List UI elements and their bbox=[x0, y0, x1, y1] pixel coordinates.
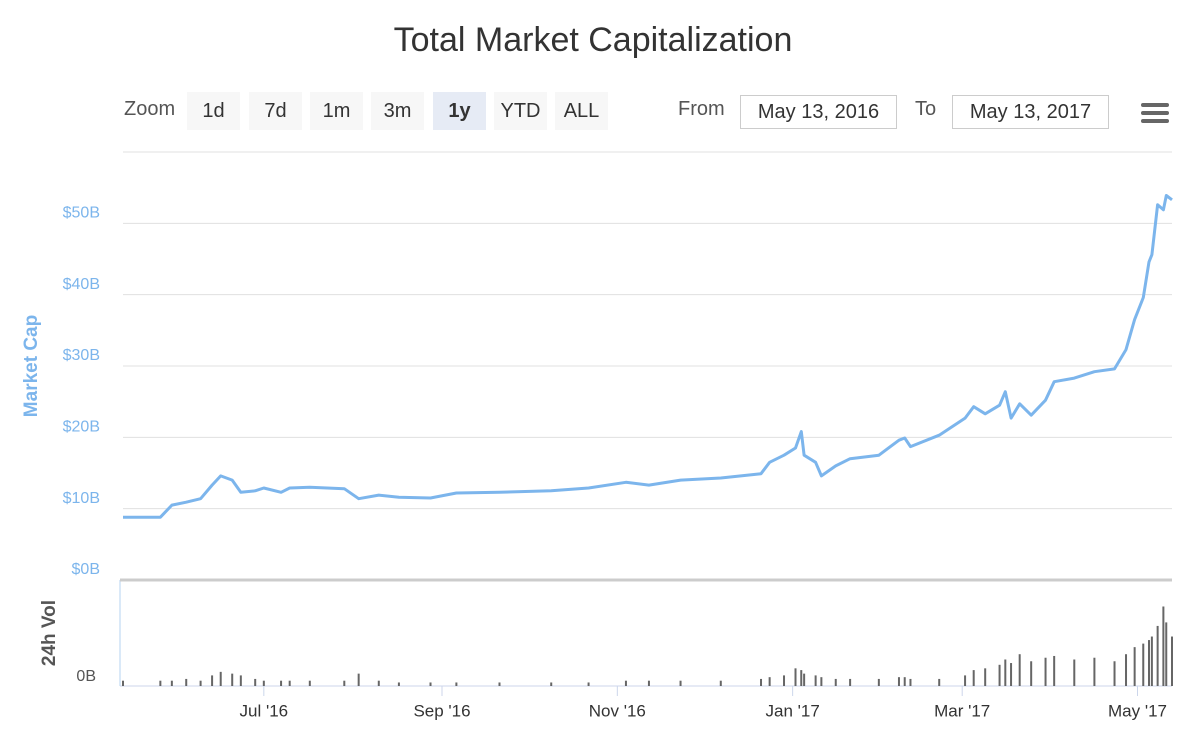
from-label: From bbox=[678, 98, 725, 120]
menu-button[interactable] bbox=[1141, 103, 1169, 125]
volume-bar bbox=[308, 680, 311, 686]
volume-bar bbox=[498, 682, 501, 686]
volume-bar bbox=[254, 678, 257, 686]
volume-bar bbox=[998, 664, 1001, 686]
volume-axis-label: 24h Vol bbox=[39, 600, 60, 666]
volume-bar bbox=[1018, 654, 1021, 686]
volume-bar bbox=[288, 680, 291, 686]
volume-bar bbox=[719, 680, 722, 686]
volume-bar bbox=[1044, 657, 1047, 686]
y-tick-label: $30B bbox=[63, 347, 100, 364]
volume-bar bbox=[159, 680, 162, 686]
volume-bar bbox=[679, 680, 682, 686]
y-tick-label: $20B bbox=[63, 419, 100, 436]
volume-bar bbox=[877, 678, 880, 686]
volume-bar bbox=[972, 670, 975, 686]
volume-bar bbox=[849, 678, 852, 686]
chart-title: Total Market Capitalization bbox=[394, 21, 793, 59]
volume-bar bbox=[1142, 643, 1145, 686]
zoom-button[interactable]: 1y bbox=[433, 92, 486, 130]
to-label: To bbox=[915, 98, 937, 120]
zoom-button[interactable]: 3m bbox=[371, 92, 424, 130]
volume-bar bbox=[1156, 625, 1159, 686]
volume-bar bbox=[550, 682, 553, 686]
volume-bar bbox=[1125, 654, 1128, 686]
volume-bar bbox=[199, 680, 202, 686]
x-tick-label: Nov '16 bbox=[589, 701, 646, 720]
to-input[interactable]: May 13, 2017 bbox=[952, 95, 1109, 129]
volume-bar bbox=[1030, 661, 1033, 686]
line bbox=[123, 194, 1173, 519]
x-tick-label: Mar '17 bbox=[934, 701, 990, 720]
volume-bar bbox=[820, 677, 823, 686]
volume-bar bbox=[1093, 657, 1096, 686]
volume-bar bbox=[231, 673, 234, 686]
volume-bar bbox=[903, 677, 906, 686]
volume-bar bbox=[897, 677, 900, 686]
volume-bar bbox=[343, 680, 346, 686]
volume-bar bbox=[834, 678, 837, 686]
y-tick-label: $0B bbox=[72, 561, 100, 578]
from-input[interactable]: May 13, 2016 bbox=[740, 95, 897, 129]
volume-bar bbox=[211, 675, 214, 686]
volume-bar bbox=[803, 673, 806, 686]
volume-bar bbox=[239, 675, 242, 686]
volume-bar bbox=[1053, 655, 1056, 686]
volume-bar bbox=[814, 675, 817, 686]
volume-bar bbox=[1004, 659, 1007, 686]
volume-bar bbox=[219, 671, 222, 686]
volume-bar bbox=[1010, 663, 1013, 686]
volume-bar bbox=[170, 680, 173, 686]
volume-bar bbox=[1162, 606, 1165, 686]
y-tick-label: $10B bbox=[63, 490, 100, 507]
volume-bar bbox=[1073, 659, 1076, 686]
volume-bar bbox=[783, 675, 786, 686]
volume-bar bbox=[455, 682, 458, 686]
zoom-button[interactable]: ALL bbox=[555, 92, 608, 130]
volume-bar bbox=[1133, 647, 1136, 686]
volume-bar bbox=[647, 680, 650, 686]
x-tick-label: Jul '16 bbox=[240, 701, 289, 720]
volume-bar bbox=[909, 678, 912, 686]
y-axis-label: Market Cap bbox=[21, 315, 42, 417]
volume-bar bbox=[397, 682, 400, 686]
volume-bar bbox=[280, 680, 283, 686]
volume-bar bbox=[964, 675, 967, 686]
volume-bar bbox=[357, 673, 360, 686]
volume-bar bbox=[429, 682, 432, 686]
volume-tick-label: 0B bbox=[76, 668, 96, 685]
volume-bar bbox=[1113, 661, 1116, 686]
volume-bar bbox=[1171, 636, 1173, 686]
volume-bar bbox=[800, 670, 803, 686]
zoom-button[interactable]: 7d bbox=[249, 92, 302, 130]
zoom-button[interactable]: 1d bbox=[187, 92, 240, 130]
zoom-label: Zoom bbox=[124, 98, 176, 120]
volume-bar bbox=[1148, 640, 1151, 686]
y-tick-label: $40B bbox=[63, 276, 100, 293]
volume-bar bbox=[122, 680, 124, 686]
volume-bar bbox=[1165, 622, 1168, 686]
zoom-button[interactable]: YTD bbox=[494, 92, 547, 130]
volume-bar bbox=[377, 680, 380, 686]
y-tick-label: $50B bbox=[63, 205, 100, 222]
volume-bar bbox=[984, 668, 987, 686]
volume-bar bbox=[938, 678, 941, 686]
x-tick-label: Jan '17 bbox=[765, 701, 819, 720]
volume-bar bbox=[262, 680, 265, 686]
volume-bar bbox=[768, 677, 771, 686]
x-tick-label: Sep '16 bbox=[413, 701, 470, 720]
volume-bar bbox=[587, 682, 590, 686]
zoom-button[interactable]: 1m bbox=[310, 92, 363, 130]
volume-bar bbox=[1150, 636, 1153, 686]
volume-bar bbox=[760, 678, 763, 686]
x-tick-label: May '17 bbox=[1108, 701, 1167, 720]
volume-bar bbox=[624, 680, 627, 686]
volume-bar bbox=[794, 668, 797, 686]
volume-bar bbox=[185, 678, 188, 686]
